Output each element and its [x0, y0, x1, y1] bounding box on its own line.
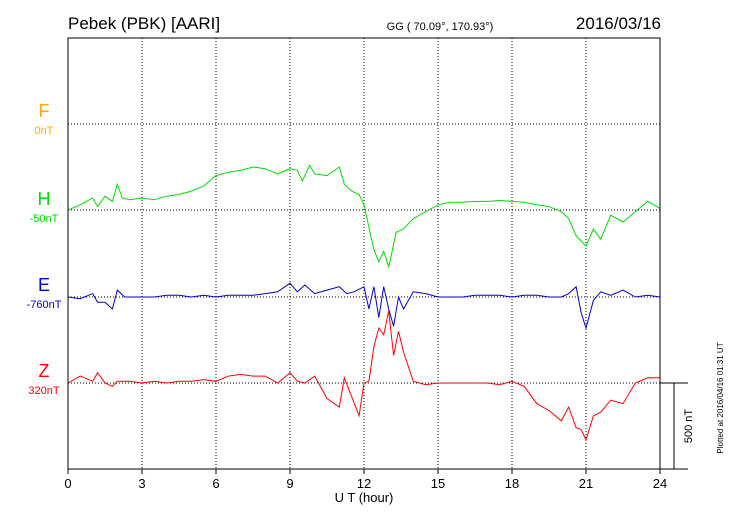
series-name-h: H [38, 189, 51, 209]
series-line-h [67, 164, 661, 269]
station-coords: GG ( 70.09°, 170.93°) [387, 21, 494, 33]
x-ticks: 0 3 6 9 12 15 18 21 24 [64, 469, 667, 491]
series-line-e [67, 282, 661, 330]
plot-footnote: Plotted at 2016/04/16 01:31 UT [716, 342, 725, 453]
grid [68, 38, 660, 469]
x-tick-label: 15 [431, 476, 445, 491]
series-name-f: F [39, 101, 50, 121]
x-axis-label: U T (hour) [335, 490, 394, 505]
x-tick-label: 3 [138, 476, 145, 491]
series-baseline-h: -50nT [30, 213, 59, 225]
chart-date: 2016/03/16 [576, 14, 661, 33]
series-baseline-f: 0nT [35, 125, 54, 137]
series-labels: F 0nT H -50nT E -760nT Z 320nT [27, 101, 62, 397]
x-tick-label: 18 [505, 476, 519, 491]
station-title: Pebek (PBK) [AARI] [68, 14, 220, 33]
scale-bar: 500 nT [660, 382, 695, 470]
series-traces [67, 164, 661, 442]
x-tick-label: 6 [212, 476, 219, 491]
series-baseline-z: 320nT [28, 385, 59, 397]
scale-bar-label: 500 nT [683, 409, 695, 444]
x-tick-label: 24 [653, 476, 667, 491]
series-line-z [67, 310, 660, 442]
series-name-e: E [38, 275, 50, 295]
x-tick-label: 0 [64, 476, 71, 491]
x-tick-label: 21 [579, 476, 593, 491]
series-name-z: Z [39, 361, 50, 381]
x-tick-label: 9 [286, 476, 293, 491]
series-baseline-e: -760nT [27, 299, 62, 311]
x-tick-label: 12 [357, 476, 371, 491]
